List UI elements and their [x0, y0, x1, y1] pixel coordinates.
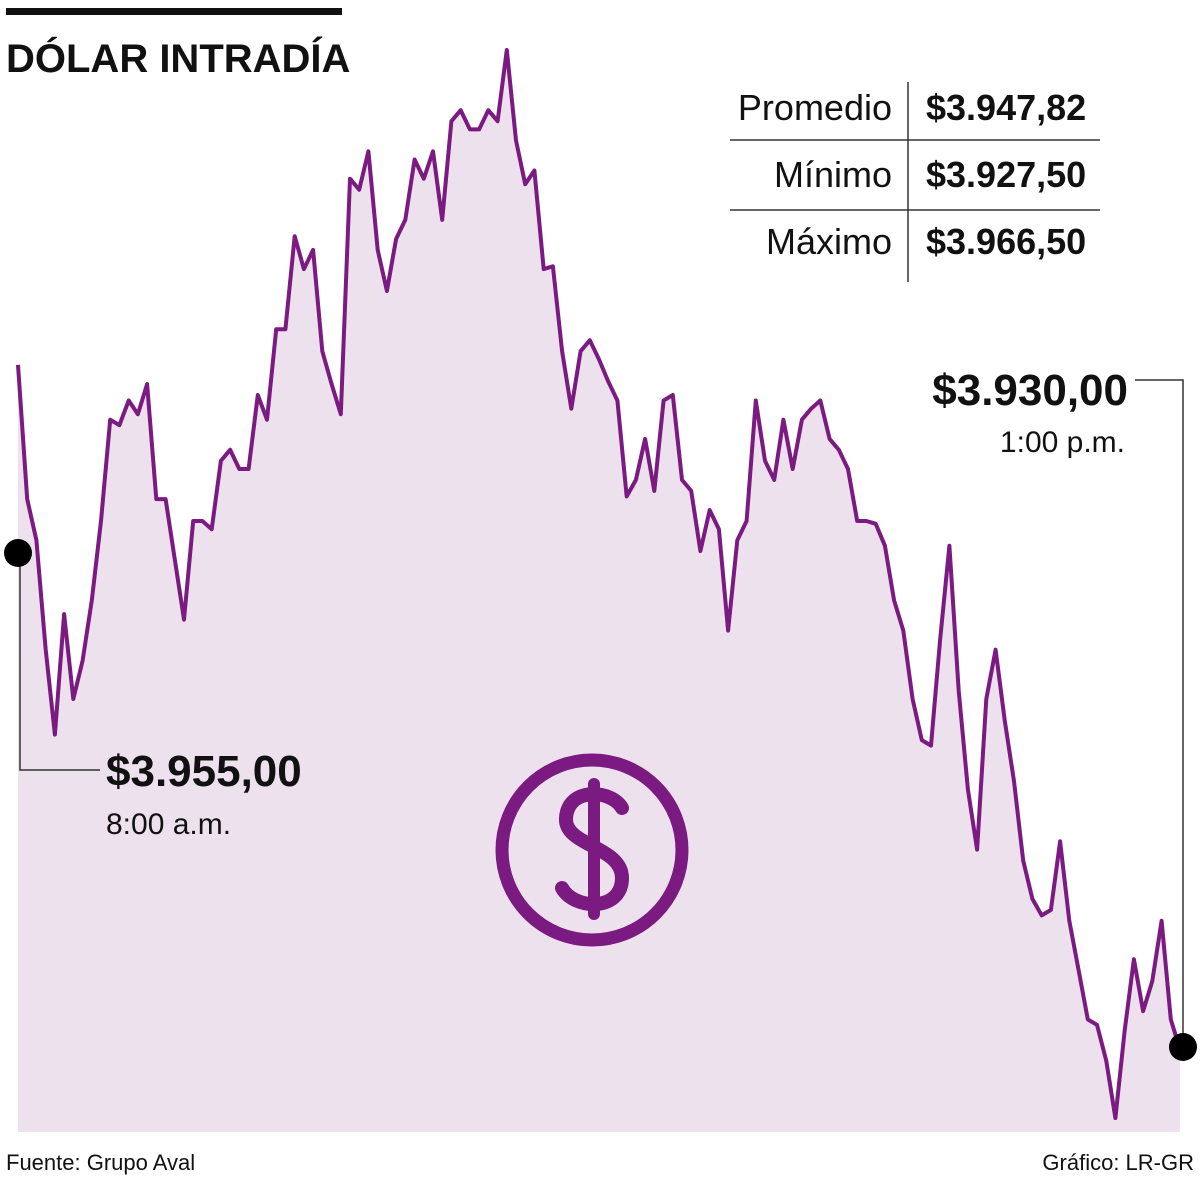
stats: Promedio $3.947,82 Mínimo $3.927,50 Máximo $3… [738, 87, 1086, 262]
chart-title: DÓLAR INTRADÍA [6, 35, 350, 81]
dollar-icon [495, 753, 689, 947]
source: Fuente: Grupo Aval [6, 1150, 195, 1175]
stat-value: $3.927,50 [926, 154, 1086, 195]
plot [16, 48, 1182, 1132]
stats-table [730, 82, 1100, 282]
credit: Gráfico: LR-GR [1042, 1150, 1194, 1175]
start-leader [19, 553, 100, 771]
title-bar [6, 8, 342, 15]
start-dot [4, 539, 32, 567]
end-label: $3.930,00 [932, 366, 1128, 415]
stat-name: Máximo [766, 221, 892, 262]
stat-value: $3.947,82 [926, 87, 1086, 128]
line [16, 48, 1182, 1120]
start-label: $3.955,00 [106, 747, 302, 796]
end-time: 1:00 p.m. [1000, 426, 1125, 459]
area [18, 50, 1180, 1132]
stat-value: $3.966,50 [926, 221, 1086, 262]
end-leader [1135, 379, 1184, 1047]
stat-name: Mínimo [774, 154, 892, 195]
start-time: 8:00 a.m. [106, 808, 231, 841]
stat-name: Promedio [738, 87, 892, 128]
end-dot [1169, 1033, 1197, 1061]
